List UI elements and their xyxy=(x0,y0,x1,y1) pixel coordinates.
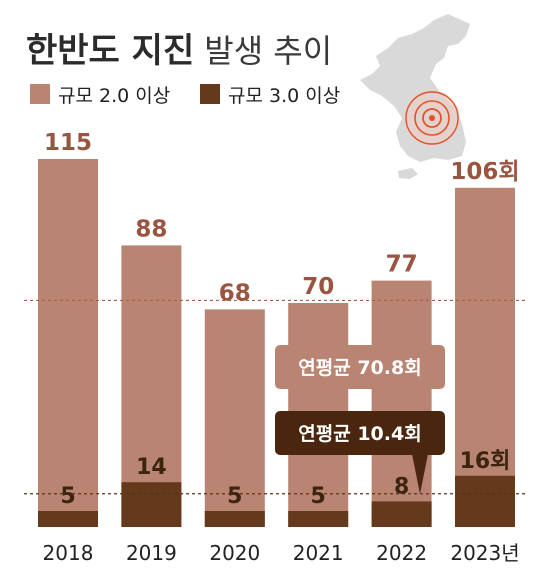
epicenter-icon xyxy=(404,90,460,146)
x-tick-label: 2018 xyxy=(43,541,94,565)
value-label-m2: 77 xyxy=(386,252,418,278)
value-label-m2: 68 xyxy=(219,280,251,306)
chart-title-bold: 한반도 지진 xyxy=(26,31,194,71)
value-label-m3: 5 xyxy=(60,484,75,509)
bar-m3-2023년 xyxy=(455,475,515,527)
bar-group xyxy=(38,159,515,528)
value-labels: 115 5 88 14 68 5 70 5 77 8 106회 16회 xyxy=(44,130,520,509)
value-label-m3: 14 xyxy=(136,455,167,480)
value-label-m2: 88 xyxy=(135,216,167,242)
average-lines xyxy=(24,299,526,495)
chart-title: 한반도 지진 발생 추이 xyxy=(26,31,332,71)
bar-m3-2022 xyxy=(371,501,432,527)
value-label-m2: 70 xyxy=(302,274,334,300)
callout-pointer-1 xyxy=(418,304,432,346)
legend-swatch-m2 xyxy=(30,84,50,104)
x-tick-label: 2021 xyxy=(293,541,344,565)
bar-m2-2023년 xyxy=(455,187,515,528)
bar-m2-2019 xyxy=(121,245,182,527)
chart-title-light: 발생 추이 xyxy=(204,32,332,70)
x-tick-label: 2022 xyxy=(376,541,427,565)
value-label-m3: 8 xyxy=(394,474,409,499)
legend-swatch-m3 xyxy=(200,84,220,104)
callout-pointer-2 xyxy=(412,454,428,494)
legend-label-m2: 규모 2.0 이상 xyxy=(58,85,170,107)
x-axis-ticks: 2018 2019 2020 2021 2022 2023년 xyxy=(43,541,520,565)
bar-m3-2019 xyxy=(121,482,182,527)
bar-m2-2018 xyxy=(38,159,98,527)
bar-m3-2020 xyxy=(204,511,265,527)
bar-m3-2021 xyxy=(288,511,349,527)
value-label-m3: 16회 xyxy=(460,449,511,474)
bar-m2-2020 xyxy=(204,309,265,527)
average-callout-box-2 xyxy=(275,411,445,455)
value-label-m2: 115 xyxy=(44,130,92,156)
average-callout-label: 연평균 10.4회 xyxy=(298,423,421,445)
korean-peninsula-map-icon xyxy=(360,14,470,179)
x-tick-label: 2023년 xyxy=(450,541,519,565)
value-label-m2: 106회 xyxy=(450,159,519,185)
value-label-m3: 5 xyxy=(227,484,242,509)
average-callout-box-1 xyxy=(275,345,445,389)
legend-label-m3: 규모 3.0 이상 xyxy=(228,85,340,107)
legend: 규모 2.0 이상 규모 3.0 이상 xyxy=(30,84,340,107)
bar-m3-2018 xyxy=(38,511,98,527)
x-tick-label: 2020 xyxy=(209,541,260,565)
x-tick-label: 2019 xyxy=(126,541,177,565)
average-callout-label: 연평균 70.8회 xyxy=(298,357,421,379)
value-label-m3: 5 xyxy=(311,484,326,509)
